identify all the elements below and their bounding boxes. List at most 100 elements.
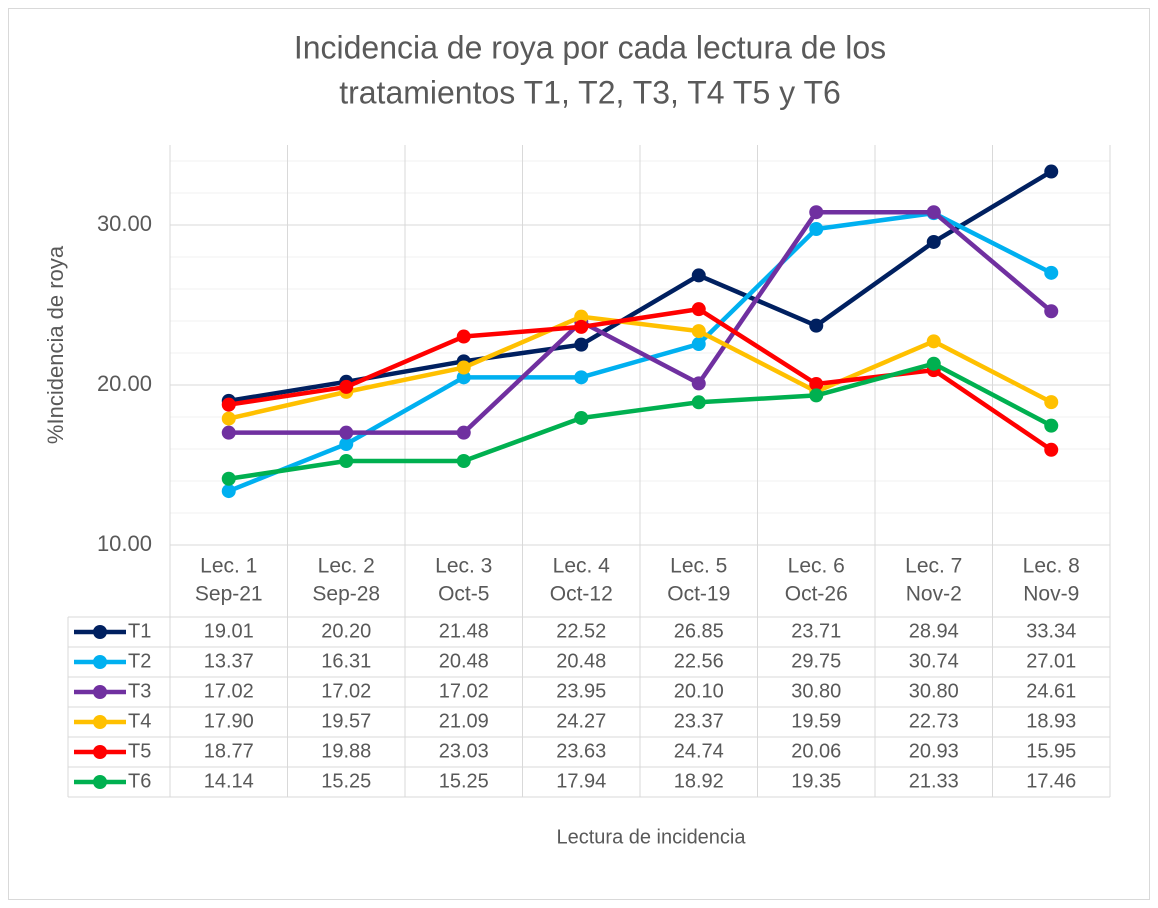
marker [221,484,236,499]
table-cell: 20.48 [556,650,606,672]
marker [926,234,941,249]
table-cell: 20.20 [321,620,371,642]
table-cell: 26.85 [674,620,724,642]
table-cell: 17.94 [556,770,606,792]
legend-key [93,745,107,759]
table-cell: 23.95 [556,680,606,702]
marker [809,205,824,220]
marker [926,334,941,349]
table-cell: 20.06 [791,740,841,762]
x-tick-label: Lec. 6 [788,555,845,578]
marker [809,318,824,333]
table-cell: 21.33 [909,770,959,792]
x-tick-label: Sep-28 [312,583,380,606]
chart-title: Incidencia de roya por cada lectura de l… [294,29,886,65]
x-tick-label: Nov-2 [906,583,962,606]
series-line [228,306,1053,452]
y-axis-title: %Incidencia de roya [43,245,68,444]
table-cell: 19.01 [204,620,254,642]
marker [809,377,824,392]
marker [456,454,471,468]
marker [221,425,236,440]
marker [456,425,471,440]
table-cell: 18.93 [1026,710,1076,732]
table-cell: 22.56 [674,650,724,672]
legend-key [93,775,107,789]
legend-label: T1 [128,620,151,642]
table-cell: 17.02 [321,680,371,702]
x-tick-label: Nov-9 [1023,583,1079,606]
series-line [228,361,1053,481]
table-cell: 30.74 [909,650,959,672]
marker [1044,304,1059,319]
table-cell: 15.25 [439,770,489,792]
table-cell: 18.92 [674,770,724,792]
table-cell: 20.93 [909,740,959,762]
table-cell: 17.46 [1026,770,1076,792]
table-cell: 20.10 [674,680,724,702]
marker [926,356,941,371]
marker [456,329,471,344]
x-axis-title: Lectura de incidencia [556,826,746,848]
table-cell: 23.63 [556,740,606,762]
legend-label: T5 [128,740,151,762]
table-cell: 19.35 [791,770,841,792]
marker [1044,395,1059,410]
marker [574,370,589,385]
x-tick-label: Oct-5 [438,583,489,606]
legend-label: T4 [128,710,151,732]
marker [339,437,354,452]
legend-key [93,685,107,699]
marker [809,222,824,236]
table-cell: 27.01 [1026,650,1076,672]
table-cell: 19.59 [791,710,841,732]
marker [1044,418,1059,433]
marker [221,411,236,426]
marker [1044,164,1059,179]
marker [574,309,589,324]
marker [221,397,236,412]
series-line [228,209,1053,435]
marker [339,425,354,440]
table-cell: 21.48 [439,620,489,642]
legend-label: T2 [128,650,151,672]
x-tick-label: Lec. 5 [670,555,727,578]
table-cell: 21.09 [439,710,489,732]
legend-label: T6 [128,770,151,792]
table-cell: 17.02 [204,680,254,702]
x-tick-label: Lec. 4 [553,555,611,578]
table-cell: 19.88 [321,740,371,762]
marker [691,268,706,283]
marker [926,205,941,220]
marker [456,360,471,375]
table-cell: 30.80 [791,680,841,702]
x-tick-label: Oct-12 [550,583,613,606]
table-cell: 14.14 [204,770,254,792]
table-cell: 13.37 [204,650,254,672]
table-cell: 23.37 [674,710,724,732]
y-tick-label: 30.00 [97,211,152,236]
table-cell: 24.74 [674,740,724,762]
table-cell: 30.80 [909,680,959,702]
legend-key [93,625,107,639]
table-cell: 29.75 [791,650,841,672]
table-cell: 22.73 [909,710,959,732]
table-cell: 19.57 [321,710,371,732]
legend-key [93,715,107,729]
table-cell: 16.31 [321,650,371,672]
marker [574,337,589,352]
x-tick-label: Lec. 8 [1023,555,1080,578]
y-tick-label: 10.00 [97,531,152,556]
x-tick-label: Lec. 1 [200,555,257,578]
marker [456,370,471,385]
table-cell: 28.94 [909,620,959,642]
marker [221,471,236,486]
marker [574,410,589,425]
table-cell: 17.02 [439,680,489,702]
x-tick-label: Oct-26 [785,583,848,606]
table-cell: 15.25 [321,770,371,792]
table-cell: 23.71 [791,620,841,642]
table-cell: 17.90 [204,710,254,732]
x-tick-label: Oct-19 [667,583,730,606]
marker [691,395,706,410]
